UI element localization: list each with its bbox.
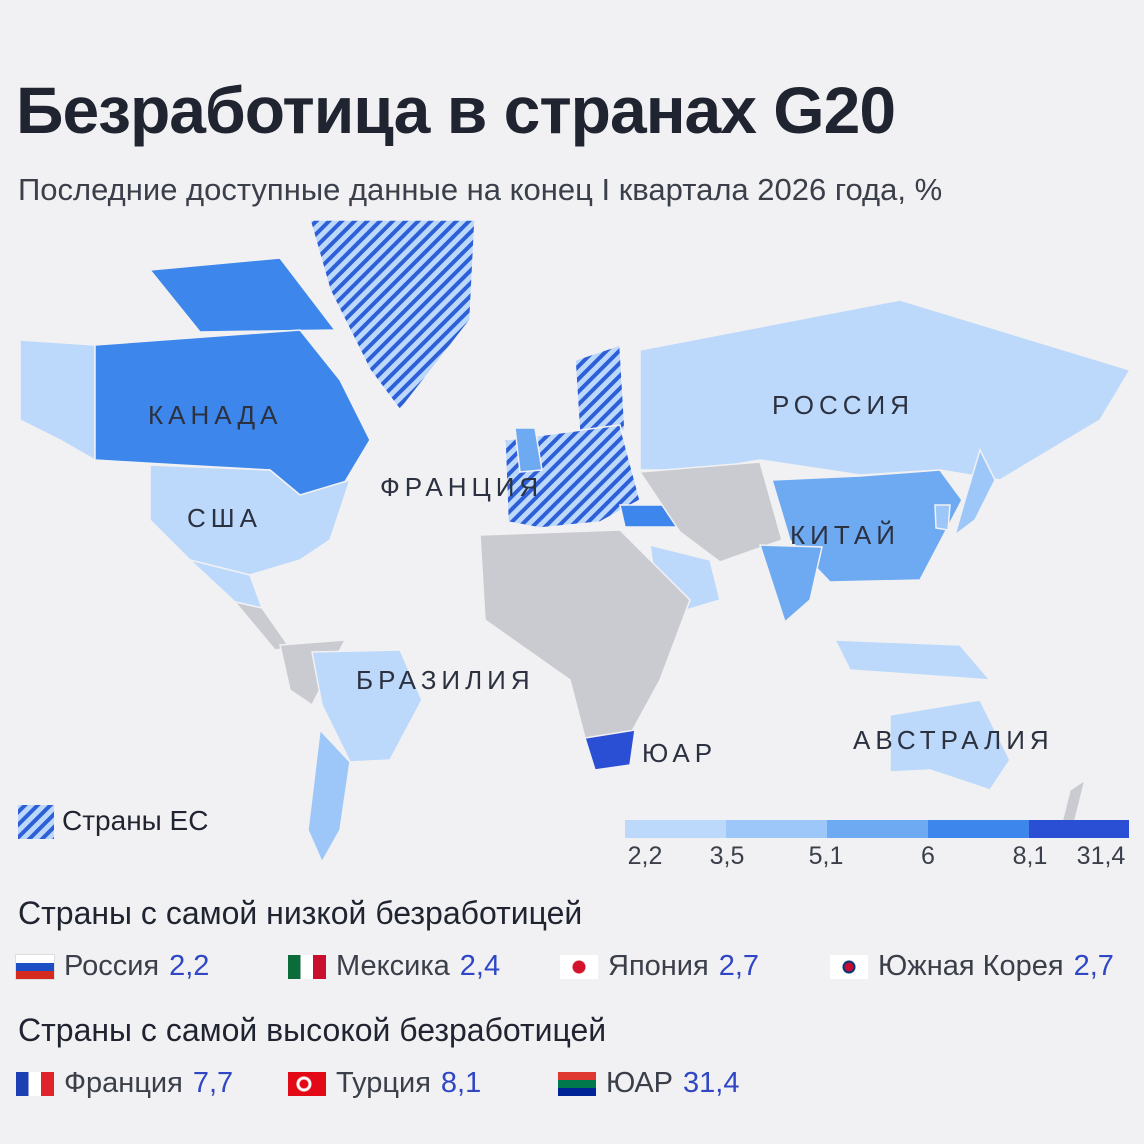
value: 2,7 xyxy=(1073,950,1114,982)
eu-swatch xyxy=(18,805,54,839)
country-item: Франция 7,7 xyxy=(16,1067,233,1100)
scandinavia xyxy=(574,343,626,441)
country-item: ЮАР 31,4 xyxy=(558,1067,739,1100)
flag-turkey xyxy=(288,1071,326,1096)
country: Франция xyxy=(64,1067,183,1099)
argentina xyxy=(307,728,351,864)
country: Россия xyxy=(64,950,160,982)
map-label: КАНАДА xyxy=(148,400,282,430)
section-title: Страны с самой низкой безработицей xyxy=(18,895,583,931)
scale-label: 5,1 xyxy=(808,842,844,870)
alaska xyxy=(19,339,96,462)
title: Безработица в странах G20 xyxy=(16,73,896,147)
value: 7,7 xyxy=(192,1067,234,1099)
flag-south-africa xyxy=(558,1071,596,1096)
world-map: КАНАДА США ФРАНЦИЯ РОССИЯ КИТАЙ БРАЗИЛИЯ… xyxy=(18,219,1132,864)
countries xyxy=(19,219,1132,864)
color-scale xyxy=(625,820,1129,838)
scale-label: 6 xyxy=(921,842,935,870)
scale-step xyxy=(625,820,726,838)
country-item: Турция 8,1 xyxy=(288,1067,481,1100)
flag-france xyxy=(16,1071,54,1096)
flag-japan xyxy=(560,954,598,979)
eu-legend: Страны ЕС xyxy=(62,805,209,836)
map-label: ФРАНЦИЯ xyxy=(380,472,543,502)
country: Турция xyxy=(336,1067,431,1099)
value: 8,1 xyxy=(440,1067,482,1099)
usa xyxy=(149,464,352,576)
map-label: ЮАР xyxy=(642,738,717,768)
map-label: КИТАЙ xyxy=(790,520,900,550)
country: Южная Корея xyxy=(878,950,1064,982)
country: Мексика xyxy=(336,950,450,982)
value: 2,7 xyxy=(718,950,760,982)
flag-korea xyxy=(830,954,868,979)
brazil xyxy=(311,649,423,763)
country: Япония xyxy=(608,950,709,982)
map-labels: КАНАДА США ФРАНЦИЯ РОССИЯ КИТАЙ БРАЗИЛИЯ… xyxy=(148,390,1054,768)
central-asia xyxy=(638,461,783,563)
arctic-islands xyxy=(148,257,337,333)
scale-step xyxy=(827,820,928,838)
scale-label: 8,1 xyxy=(1012,842,1048,870)
flag-russia xyxy=(16,954,54,979)
scale-label: 3,5 xyxy=(709,842,745,870)
country-item: Япония 2,7 xyxy=(560,950,759,983)
subtitle: Последние доступные данные на конец I кв… xyxy=(18,172,943,207)
greenland xyxy=(309,219,476,412)
flag-mexico xyxy=(288,954,326,979)
country-item: Мексика 2,4 xyxy=(288,950,500,983)
australia xyxy=(889,699,1011,791)
section-title: Страны с самой высокой безработицей xyxy=(18,1012,607,1048)
map-label: АВСТРАЛИЯ xyxy=(853,725,1054,755)
india xyxy=(758,544,823,624)
country: ЮАР xyxy=(606,1067,674,1099)
country-item: Россия 2,2 xyxy=(16,950,209,983)
uk xyxy=(514,427,543,473)
central-america xyxy=(233,600,292,651)
scale-label: 2,2 xyxy=(627,842,663,870)
value: 31,4 xyxy=(683,1067,740,1099)
scale-step xyxy=(928,820,1029,838)
value: 2,4 xyxy=(459,950,501,982)
japan xyxy=(953,447,996,537)
value: 2,2 xyxy=(169,950,210,982)
scale-step xyxy=(726,820,827,838)
map-label: РОССИЯ xyxy=(772,390,914,420)
map-label: США xyxy=(187,503,262,533)
south-africa xyxy=(584,729,636,771)
korea xyxy=(934,504,951,531)
scale-step xyxy=(1029,820,1129,838)
scale-label: 31,4 xyxy=(1076,842,1126,870)
indonesia xyxy=(833,639,992,681)
map-label: БРАЗИЛИЯ xyxy=(356,665,535,695)
country-item: Южная Корея 2,7 xyxy=(830,950,1114,983)
